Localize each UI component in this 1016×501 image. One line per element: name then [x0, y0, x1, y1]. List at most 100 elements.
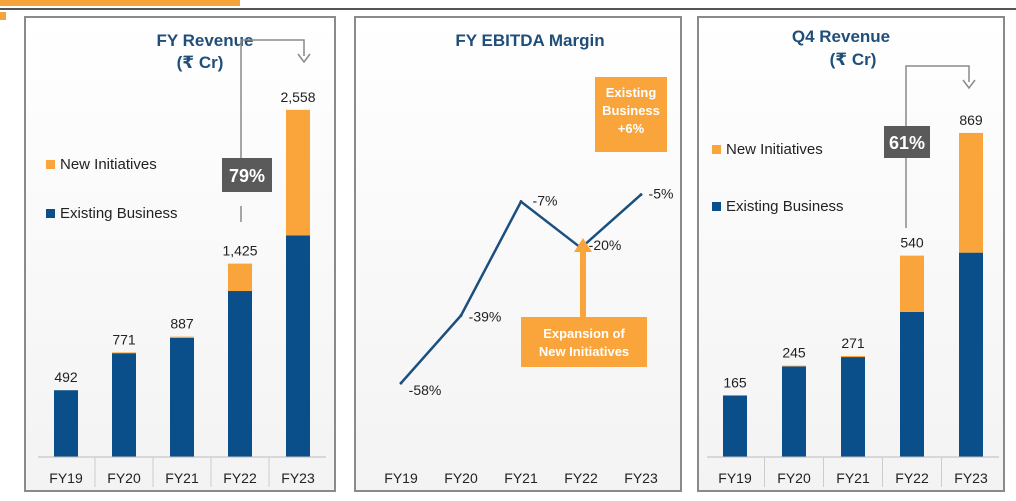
ebitda-margin-panel: FY EBITDA Margin -58% -39% -7% -20% -5% Exis…: [354, 16, 682, 492]
bar-existing-business: [54, 390, 78, 457]
bar-new-initiatives: [170, 336, 194, 338]
chart-title: Q4 Revenue: [792, 27, 890, 46]
q4-revenue-panel: Q4 Revenue (₹ Cr) New Initiatives Existi…: [697, 16, 1005, 492]
bar-new-initiatives: [959, 132, 983, 253]
bar-new-initiatives: [112, 352, 136, 354]
legend-swatch-existing: [712, 202, 721, 211]
legend-label-new: New Initiatives: [726, 141, 823, 158]
bar-existing-business: [228, 291, 252, 457]
x-tick-label: FY21: [504, 470, 538, 486]
data-label: -5%: [649, 186, 674, 202]
chart-subtitle: (₹ Cr): [830, 50, 877, 69]
annotation-line: Existing: [606, 85, 657, 100]
growth-badge-text: 79%: [229, 166, 265, 186]
data-label: 1,425: [222, 243, 257, 259]
growth-connector: [240, 39, 305, 178]
x-tick-label: FY22: [564, 470, 598, 486]
bars: 165 245 271 540 869: [723, 112, 983, 457]
x-tick-label: FY22: [223, 470, 257, 486]
growth-badge: [884, 126, 930, 158]
data-label: 2,558: [280, 89, 315, 105]
x-tick-label: FY21: [836, 470, 870, 486]
bar-existing-business: [959, 252, 983, 457]
data-label: 245: [782, 345, 806, 361]
x-tick-label: FY19: [49, 470, 83, 486]
bar-new-initiatives: [286, 109, 310, 236]
annotation-line: Business: [602, 103, 660, 118]
bar-new-initiatives: [782, 365, 806, 367]
x-tick-label: FY23: [624, 470, 658, 486]
legend: New Initiatives Existing Business: [46, 156, 178, 222]
annotation-line: Expansion of: [543, 326, 625, 341]
chart-title: FY EBITDA Margin: [455, 31, 604, 50]
annotation-line: New Initiatives: [539, 344, 629, 359]
growth-badge: [222, 158, 272, 192]
growth-arrow-icon: [962, 79, 976, 90]
annotation-expansion: Expansion of New Initiatives: [521, 238, 647, 367]
bar-existing-business: [841, 357, 865, 457]
bar-existing-business: [170, 337, 194, 457]
data-label: 771: [112, 331, 136, 347]
x-tick-label: FY22: [895, 470, 929, 486]
line-point: [459, 314, 463, 318]
legend-swatch-new: [46, 160, 55, 169]
data-label: -20%: [589, 237, 622, 253]
x-tick-label: FY19: [718, 470, 752, 486]
left-accent-mark: [0, 12, 6, 20]
line-point: [519, 200, 523, 204]
growth-arrow-icon: [297, 53, 311, 64]
fy-revenue-chart: FY Revenue (₹ Cr) New Initiatives Existi…: [38, 31, 326, 487]
legend-swatch-existing: [46, 209, 55, 218]
line-point: [639, 193, 643, 197]
header-divider: [0, 8, 1016, 10]
bar-new-initiatives: [228, 263, 252, 292]
chart-subtitle: (₹ Cr): [177, 53, 224, 72]
bar-new-initiatives: [900, 255, 924, 312]
x-tick-label: FY20: [777, 470, 811, 486]
annotation-box: [521, 317, 647, 367]
annotation-line: +6%: [618, 121, 645, 136]
bar-existing-business: [723, 395, 747, 457]
data-label: 869: [959, 112, 983, 128]
up-arrow-icon: [574, 238, 592, 252]
ebitda-margin-chart: FY EBITDA Margin -58% -39% -7% -20% -5% Exis…: [384, 31, 674, 486]
data-label: 540: [900, 235, 924, 251]
legend-label-new: New Initiatives: [60, 156, 157, 173]
fy-revenue-panel: FY Revenue (₹ Cr) New Initiatives Existi…: [24, 16, 336, 492]
annotation-existing-business: Existing Business +6%: [595, 77, 667, 152]
growth-badge-text: 61%: [889, 133, 925, 153]
data-label: 165: [723, 374, 747, 390]
data-label: -39%: [469, 309, 502, 325]
data-label: -7%: [533, 193, 558, 209]
annotation-box: [595, 77, 667, 152]
x-tick-label: FY23: [954, 470, 988, 486]
legend-label-existing: Existing Business: [726, 198, 844, 215]
up-arrow-shaft: [580, 250, 586, 318]
bar-existing-business: [286, 235, 310, 457]
x-tick-label: FY21: [165, 470, 199, 486]
growth-connector: [905, 65, 970, 130]
legend-label-existing: Existing Business: [60, 205, 178, 222]
bar-existing-business: [900, 311, 924, 457]
data-label: 492: [54, 369, 78, 385]
data-label: 887: [170, 316, 194, 332]
bar-existing-business: [112, 353, 136, 457]
x-tick-label: FY20: [107, 470, 141, 486]
x-axis-ticks: FY19 FY20 FY21 FY22 FY23: [49, 457, 315, 487]
line-point: [399, 381, 403, 385]
x-tick-label: FY20: [444, 470, 478, 486]
x-axis-ticks: FY19 FY20 FY21 FY22 FY23: [718, 457, 988, 487]
x-axis-ticks: FY19 FY20 FY21 FY22 FY23: [384, 470, 658, 486]
x-tick-label: FY19: [384, 470, 418, 486]
chart-title: FY Revenue: [156, 31, 253, 50]
data-label: -58%: [409, 382, 442, 398]
legend-swatch-new: [712, 145, 721, 154]
data-label: 271: [841, 335, 865, 351]
legend: New Initiatives Existing Business: [712, 141, 844, 215]
x-tick-label: FY23: [281, 470, 315, 486]
bar-new-initiatives: [841, 355, 865, 358]
bars: 492 771 887 1,425 2,558: [54, 89, 316, 457]
header-accent-bar: [0, 0, 240, 6]
q4-revenue-chart: Q4 Revenue (₹ Cr) New Initiatives Existi…: [707, 27, 999, 487]
bar-existing-business: [782, 366, 806, 457]
